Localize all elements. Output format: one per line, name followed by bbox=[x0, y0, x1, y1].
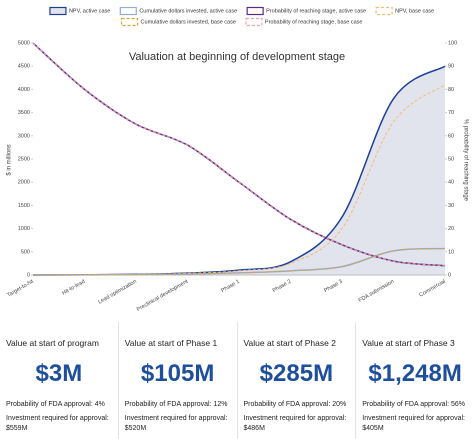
card-investment: Investment required for approval: $559M bbox=[6, 415, 109, 432]
card-value: $285M bbox=[259, 360, 334, 387]
legend: NPV, active case Cumulative dollars inves… bbox=[49, 6, 434, 27]
cards: Value at start of program $3M Probabilit… bbox=[0, 322, 474, 439]
y-tick-label: 500 bbox=[21, 249, 30, 255]
x-tick-label: Phase 3 bbox=[323, 279, 343, 294]
y2-tick-label: 10 bbox=[448, 249, 454, 255]
y2-axis-label: % probability of reaching stage bbox=[462, 119, 468, 202]
line bbox=[32, 248, 446, 276]
legend-label: Cumulative dollars invested, base case bbox=[141, 19, 236, 25]
card: Value at start of Phase 3 $1,248M Probab… bbox=[356, 322, 474, 439]
x-tick-label: Lead optimization bbox=[97, 279, 137, 306]
x-tick-label: Preclinical development bbox=[136, 279, 190, 313]
y-tick-label: 1500 bbox=[18, 203, 30, 209]
x-tick-label: Commercial bbox=[418, 279, 446, 299]
legend-swatch bbox=[49, 6, 67, 16]
x-tick-label: Phase 1 bbox=[220, 279, 240, 294]
y-tick-label: 3000 bbox=[18, 133, 30, 139]
card-label: Value at start of program bbox=[6, 338, 99, 348]
chart-title: Valuation at beginning of development st… bbox=[129, 51, 345, 63]
card-label: Value at start of Phase 1 bbox=[124, 338, 218, 348]
card-value: $105M bbox=[140, 360, 215, 387]
x-tick-label: Target-to-hit bbox=[6, 279, 35, 299]
legend-item: Cumulative dollars invested, active case bbox=[119, 6, 237, 16]
card-value: $1,248M bbox=[368, 360, 462, 387]
x-tick-label: FDA submission bbox=[358, 279, 395, 304]
legend-swatch bbox=[120, 17, 139, 27]
card-value: $3M bbox=[35, 360, 83, 387]
y-tick-label: 4000 bbox=[18, 87, 30, 93]
card-label: Value at start of Phase 2 bbox=[243, 338, 336, 348]
card-investment: Investment required for approval: $486M bbox=[243, 415, 347, 432]
x-tick-label: Hit-to-lead bbox=[61, 279, 86, 297]
y2-tick-label: 70 bbox=[448, 110, 454, 116]
y2-tick-label: 100 bbox=[448, 40, 457, 46]
y2-tick-label: 20 bbox=[448, 226, 454, 232]
legend-item: NPV, active case bbox=[49, 6, 110, 16]
y-tick-label: 4500 bbox=[18, 64, 30, 70]
x-tick-label: Phase 2 bbox=[272, 279, 292, 294]
card-investment: Investment required for approval: $520M bbox=[124, 415, 228, 432]
legend-item: Cumulative dollars invested, base case bbox=[120, 17, 236, 27]
y-axis-label: $ in millions bbox=[7, 144, 13, 175]
y2-tick-label: 60 bbox=[448, 133, 454, 139]
y-tick-label: 5000 bbox=[18, 40, 30, 46]
card: Value at start of program $3M Probabilit… bbox=[0, 322, 119, 439]
card: Value at start of Phase 2 $285M Probabil… bbox=[238, 322, 357, 439]
y-tick-label: 1000 bbox=[18, 226, 30, 232]
legend-swatch bbox=[246, 6, 264, 16]
card-probability: Probability of FDA approval: 56% bbox=[362, 401, 465, 408]
legend-swatch bbox=[119, 6, 137, 16]
chart: Valuation at beginning of development st… bbox=[6, 6, 468, 313]
y2-tick-label: 30 bbox=[448, 203, 454, 209]
card-label: Value at start of Phase 3 bbox=[362, 338, 455, 348]
card-probability: Probability of FDA approval: 20% bbox=[243, 401, 347, 408]
legend-item: Probability of reaching stage, active ca… bbox=[246, 6, 366, 16]
y2-tick-label: 90 bbox=[448, 64, 454, 70]
line bbox=[32, 42, 446, 267]
legend-item: Probability of reaching stage, base case bbox=[245, 17, 363, 27]
y-tick-label: 0 bbox=[27, 272, 30, 278]
card: Value at start of Phase 1 $105M Probabil… bbox=[119, 322, 238, 439]
y2-tick-label: 0 bbox=[448, 272, 451, 278]
legend-label: NPV, base case bbox=[395, 8, 434, 14]
y2-tick-label: 80 bbox=[448, 87, 454, 93]
legend-label: Probability of reaching stage, base case bbox=[265, 19, 363, 25]
legend-item: NPV, base case bbox=[375, 6, 434, 16]
legend-swatch bbox=[245, 17, 263, 27]
y-tick-label: 2000 bbox=[18, 180, 30, 186]
card-probability: Probability of FDA approval: 12% bbox=[124, 401, 228, 408]
legend-label: NPV, active case bbox=[69, 8, 110, 14]
y-tick-label: 2500 bbox=[18, 156, 30, 162]
area bbox=[33, 66, 445, 275]
y2-tick-label: 40 bbox=[448, 180, 454, 186]
card-investment: Investment required for approval: $405M bbox=[362, 415, 465, 432]
y2-tick-label: 50 bbox=[448, 156, 454, 162]
card-probability: Probability of FDA approval: 4% bbox=[6, 401, 105, 408]
legend-label: Probability of reaching stage, active ca… bbox=[266, 8, 366, 14]
legend-swatch bbox=[375, 6, 393, 16]
y-tick-label: 3500 bbox=[18, 110, 30, 116]
legend-label: Cumulative dollars invested, active case bbox=[139, 8, 237, 14]
